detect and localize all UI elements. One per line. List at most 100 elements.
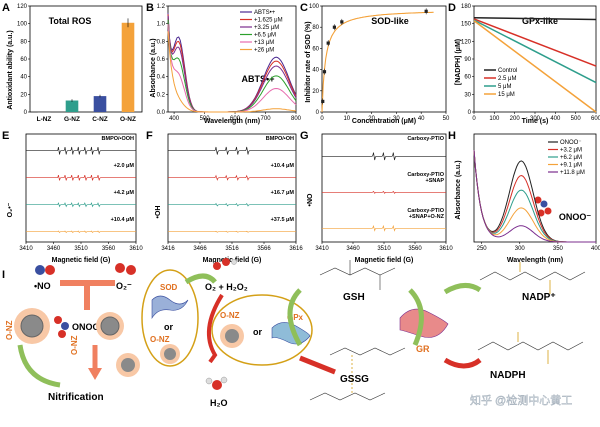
c-y-tick-label: 80 (312, 25, 319, 31)
a-bar (121, 22, 135, 112)
b-x-tick-label: 600 (230, 116, 241, 122)
d-y-tick-label: 120 (461, 39, 472, 45)
c-y-tick-label: 60 (312, 46, 319, 52)
g-xlabel: Magnetic field (G) (355, 257, 414, 264)
e-x-tick-label: 3460 (47, 246, 61, 252)
d-x-tick-label: 500 (571, 116, 582, 122)
nadph-structure-icon (477, 332, 584, 364)
f-x-tick-label: 3466 (193, 246, 207, 252)
a-y-tick-label: 60 (20, 57, 27, 63)
arrow-gssg (299, 355, 336, 375)
gssg-label: GSSG (340, 374, 369, 385)
onz-mid-label: O-NZ (70, 335, 79, 355)
panel-letter-d: D (448, 2, 456, 14)
f-side-label: •OH (155, 206, 162, 219)
epr-spectrum (26, 174, 136, 181)
h2o-label: H₂O (210, 398, 228, 408)
g-axes (321, 133, 447, 243)
epr-row-label: +SNAP (426, 178, 445, 184)
c-axes (321, 5, 447, 113)
c-y-tick-label: 100 (309, 4, 320, 10)
onz-gpx-label: O-NZ (220, 311, 240, 320)
o2-h2o2-label: O₂ + H₂O₂ (205, 282, 248, 292)
e-xlabel: Magnetic field (G) (52, 257, 111, 264)
epr-row-label: Carboxy-PTIO (407, 136, 444, 142)
h-xlabel: Wavelength (nm) (507, 257, 563, 264)
onz-left-label: O-NZ (5, 320, 14, 340)
epr-spectrum (26, 230, 136, 234)
b-title: ABTS•+ (242, 74, 275, 84)
b-legend-label: +1.625 μM (254, 18, 283, 24)
b-legend-label: ABTS•+ (254, 10, 276, 16)
a-y-tick-label: 40 (20, 75, 27, 81)
nadp-structure-icon (479, 262, 586, 294)
b-y-tick-label: 1.0 (157, 22, 166, 28)
c-point (332, 25, 336, 29)
b-series-line (167, 24, 297, 113)
c-x-tick-label: 20 (368, 116, 375, 122)
epr-spectrum (26, 202, 136, 208)
epr-row-label: +37.5 μM (271, 217, 295, 223)
gsh-structure-icon (319, 260, 396, 290)
panel-letter-c: C (300, 2, 308, 14)
arrow-gr (408, 288, 424, 346)
nanozyme-icon (220, 324, 244, 348)
f-axes (167, 133, 297, 243)
epr-row-label: BMPO/•OOH (102, 136, 135, 142)
epr-row-label: +16.7 μM (271, 190, 295, 196)
o2-label: O₂⁻ (116, 281, 132, 291)
b-series-line (167, 31, 297, 113)
panel-g: G Magnetic field (G) •NO 3410 3460 3510 356… (300, 130, 453, 264)
h-x-tick-label: 400 (591, 246, 600, 252)
c-point (340, 20, 344, 24)
c-xlabel: Concentration (μM) (352, 118, 416, 125)
h-legend-label: +9.1 μM (560, 163, 582, 169)
h-legend-label: ONOO⁻ (560, 140, 582, 146)
d-y-tick-label: 150 (461, 22, 472, 28)
d-x-tick-label: 0 (472, 116, 476, 122)
e-x-tick-label: 3510 (74, 246, 88, 252)
sod-label: SOD (160, 283, 178, 292)
b-legend-label: +3.25 μM (254, 25, 279, 31)
b-xlabel: Wavelength (nm) (204, 118, 260, 125)
epr-spectrum (168, 146, 296, 155)
arrow-gpx-down (206, 293, 224, 364)
no-molecule-icon (35, 265, 55, 275)
b-y-tick-label: 0.0 (157, 110, 166, 116)
c-ylabel: Inhibitor rate of SOD (%) (305, 21, 312, 102)
gpx-ellipse (211, 294, 313, 366)
nanozyme-icon (96, 312, 124, 340)
a-category-label: G-NZ (64, 116, 80, 123)
d-title: GPx-like (522, 16, 558, 26)
b-y-tick-label: 0.8 (157, 39, 166, 45)
a-y-tick-label: 120 (17, 4, 28, 10)
e-axes (25, 133, 137, 243)
a-category-label: C-NZ (92, 116, 108, 123)
epr-row-label: +10.4 μM (111, 217, 135, 223)
c-y-tick-label: 40 (312, 68, 319, 74)
g-side-label: •NO (307, 193, 314, 207)
h-series-line (473, 150, 596, 243)
epr-row-label: BMPO/•OH (266, 136, 294, 142)
gssg-structure-icon (309, 347, 406, 401)
c-point (326, 41, 330, 45)
onz-sod-label: O-NZ (150, 335, 170, 344)
d-series-line (473, 18, 597, 67)
watermark: 知乎 @检测中心黄工 (470, 393, 572, 407)
d-legend-label: 15 μM (498, 92, 515, 98)
a-y-tick-label: 80 (20, 39, 27, 45)
panel-letter-f: F (146, 130, 153, 142)
e-x-tick-label: 3610 (129, 246, 143, 252)
b-legend-label: +26 μM (254, 48, 274, 54)
g-x-tick-label: 3560 (408, 246, 422, 252)
nadph-label: NADPH (490, 370, 526, 381)
b-y-tick-label: 1.2 (157, 4, 166, 10)
panel-a: A Antioxidant ability (a.u.) Total ROS 0… (2, 2, 143, 123)
c-x-tick-label: 0 (320, 116, 324, 122)
panel-letter-i: I (2, 269, 5, 281)
nitrification-label: Nitrification (48, 392, 104, 403)
c-x-tick-label: 40 (418, 116, 425, 122)
gsh-label: GSH (343, 292, 365, 303)
